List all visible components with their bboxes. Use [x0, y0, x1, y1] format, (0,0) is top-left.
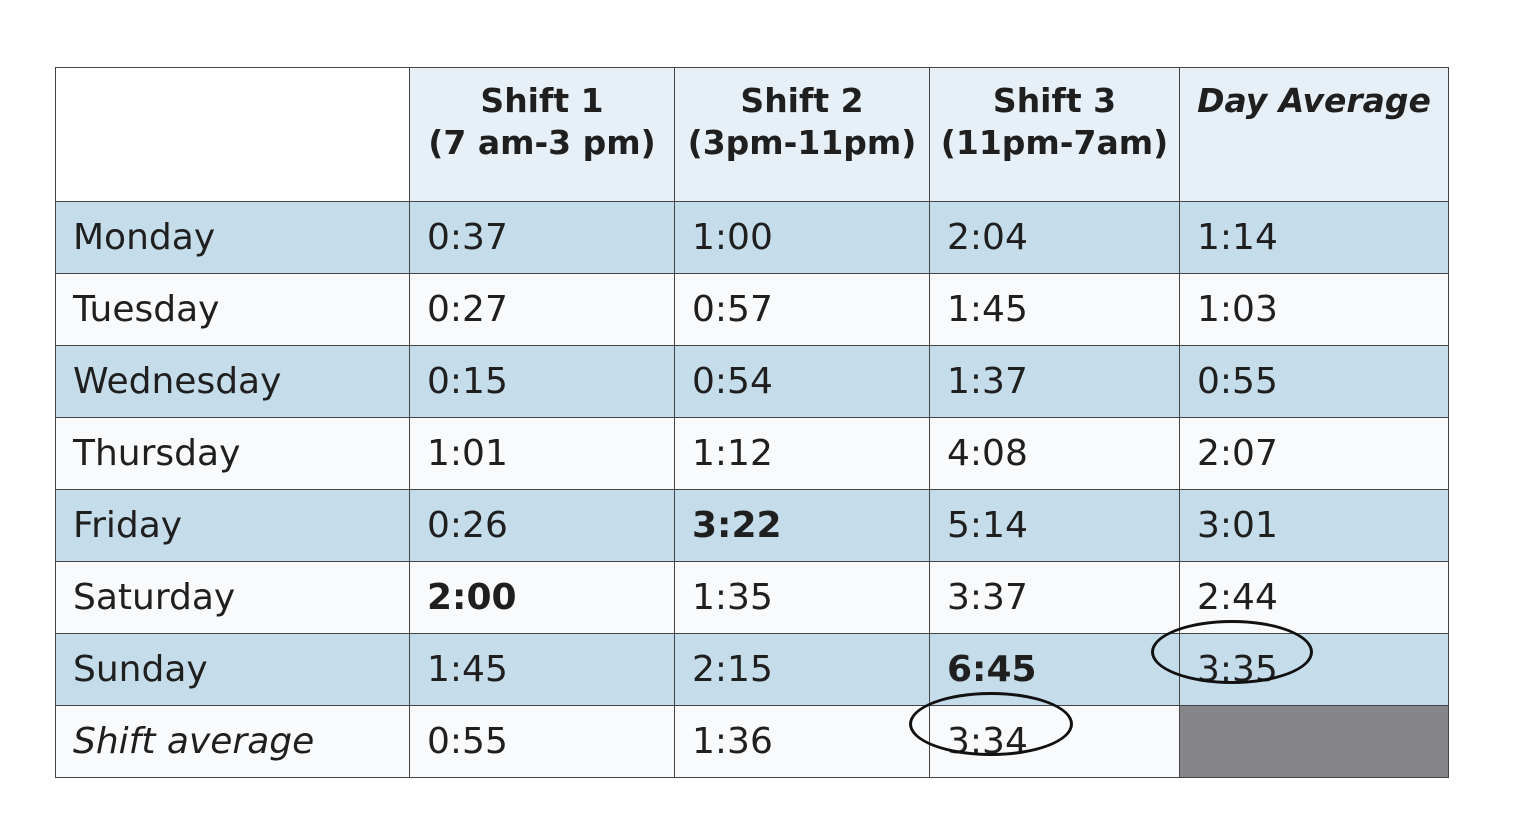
table-row-saturday: Saturday 2:00 1:35 3:37 2:44 [55, 561, 1449, 634]
header-shift-2-hours: (3pm-11pm) [687, 123, 917, 162]
shift-3-cell: 2:04 [929, 201, 1180, 274]
row-label-cell: Thursday [55, 417, 410, 490]
shift-1-cell-peak: 2:00 [409, 561, 675, 634]
day-average-cell: 1:14 [1179, 201, 1449, 274]
header-shift-3-hours: (11pm-7am) [940, 123, 1169, 162]
header-row: Shift 1 (7 am-3 pm) Shift 2 (3pm-11pm) S… [55, 67, 1449, 202]
day-average-cell: 2:07 [1179, 417, 1449, 490]
shift-2-cell: 0:57 [674, 273, 930, 346]
shift-1-cell: 1:45 [409, 633, 675, 706]
row-label-cell: Monday [55, 201, 410, 274]
circled-value-text: 3:35 [1197, 649, 1278, 690]
header-shift-2: Shift 2 (3pm-11pm) [674, 67, 930, 202]
shift-3-cell: 1:45 [929, 273, 1180, 346]
table-row-sunday: Sunday 1:45 2:15 6:45 3:35 [55, 620, 1449, 706]
table-row-wednesday: Wednesday 0:15 0:54 1:37 0:55 [55, 345, 1449, 418]
day-average-cell: 3:01 [1179, 489, 1449, 562]
shift-3-cell: 1:37 [929, 345, 1180, 418]
header-shift-3: Shift 3 (11pm-7am) [929, 67, 1180, 202]
table-row-tuesday: Tuesday 0:27 0:57 1:45 1:03 [55, 273, 1449, 346]
table-body: Monday 0:37 1:00 2:04 1:14 Tuesday 0:27 … [55, 201, 1449, 778]
header-shift-1-title: Shift 1 [480, 81, 604, 120]
day-average-cell: 1:03 [1179, 273, 1449, 346]
table-row-friday: Friday 0:26 3:22 5:14 3:01 [55, 489, 1449, 562]
row-label-cell: Tuesday [55, 273, 410, 346]
shift-1-cell: 0:37 [409, 201, 675, 274]
shift-2-cell: 1:12 [674, 417, 930, 490]
row-label-cell: Saturday [55, 561, 410, 634]
row-label-cell: Wednesday [55, 345, 410, 418]
shift-3-cell: 3:37 [929, 561, 1180, 634]
circled-value: 3:34 [909, 692, 1073, 762]
shift-2-cell: 1:35 [674, 561, 930, 634]
shift-3-cell-peak: 6:45 [929, 633, 1180, 706]
table-row-thursday: Thursday 1:01 1:12 4:08 2:07 [55, 417, 1449, 490]
day-average-cell: 0:55 [1179, 345, 1449, 418]
shift-3-cell: 5:14 [929, 489, 1180, 562]
shift-2-cell: 1:36 [674, 705, 930, 778]
shift-3-cell: 4:08 [929, 417, 1180, 490]
shift-time-table: Shift 1 (7 am-3 pm) Shift 2 (3pm-11pm) S… [55, 67, 1449, 778]
shift-1-cell: 0:27 [409, 273, 675, 346]
shift-1-cell: 0:15 [409, 345, 675, 418]
day-average-cell-circled: 3:35 [1151, 620, 1449, 706]
shift-1-cell: 0:26 [409, 489, 675, 562]
circled-value: 3:35 [1151, 620, 1313, 690]
shift-1-cell: 1:01 [409, 417, 675, 490]
table-header: Shift 1 (7 am-3 pm) Shift 2 (3pm-11pm) S… [55, 67, 1449, 202]
day-average-cell: 2:44 [1179, 561, 1449, 634]
row-label-cell: Shift average [55, 705, 410, 778]
shift-2-cell: 1:00 [674, 201, 930, 274]
header-shift-1: Shift 1 (7 am-3 pm) [409, 67, 675, 202]
shift-2-cell: 0:54 [674, 345, 930, 418]
header-day-average-title: Day Average [1197, 81, 1431, 120]
circled-value-text: 3:34 [947, 721, 1028, 762]
row-label-cell: Sunday [55, 633, 410, 706]
shift-1-cell: 0:55 [409, 705, 675, 778]
day-average-empty-cell [1179, 705, 1449, 778]
shift-2-cell-peak: 3:22 [674, 489, 930, 562]
shift-2-cell: 2:15 [674, 633, 930, 706]
row-label-cell: Friday [55, 489, 410, 562]
shift-3-cell-circled: 3:34 [909, 692, 1180, 778]
table-row-monday: Monday 0:37 1:00 2:04 1:14 [55, 201, 1449, 274]
table-row-shift-average: Shift average 0:55 1:36 3:34 [55, 692, 1449, 778]
header-shift-2-title: Shift 2 [740, 81, 864, 120]
header-corner-cell [55, 67, 410, 202]
header-day-average: Day Average [1179, 67, 1449, 202]
header-shift-3-title: Shift 3 [992, 81, 1117, 120]
header-shift-1-hours: (7 am-3 pm) [428, 123, 656, 162]
